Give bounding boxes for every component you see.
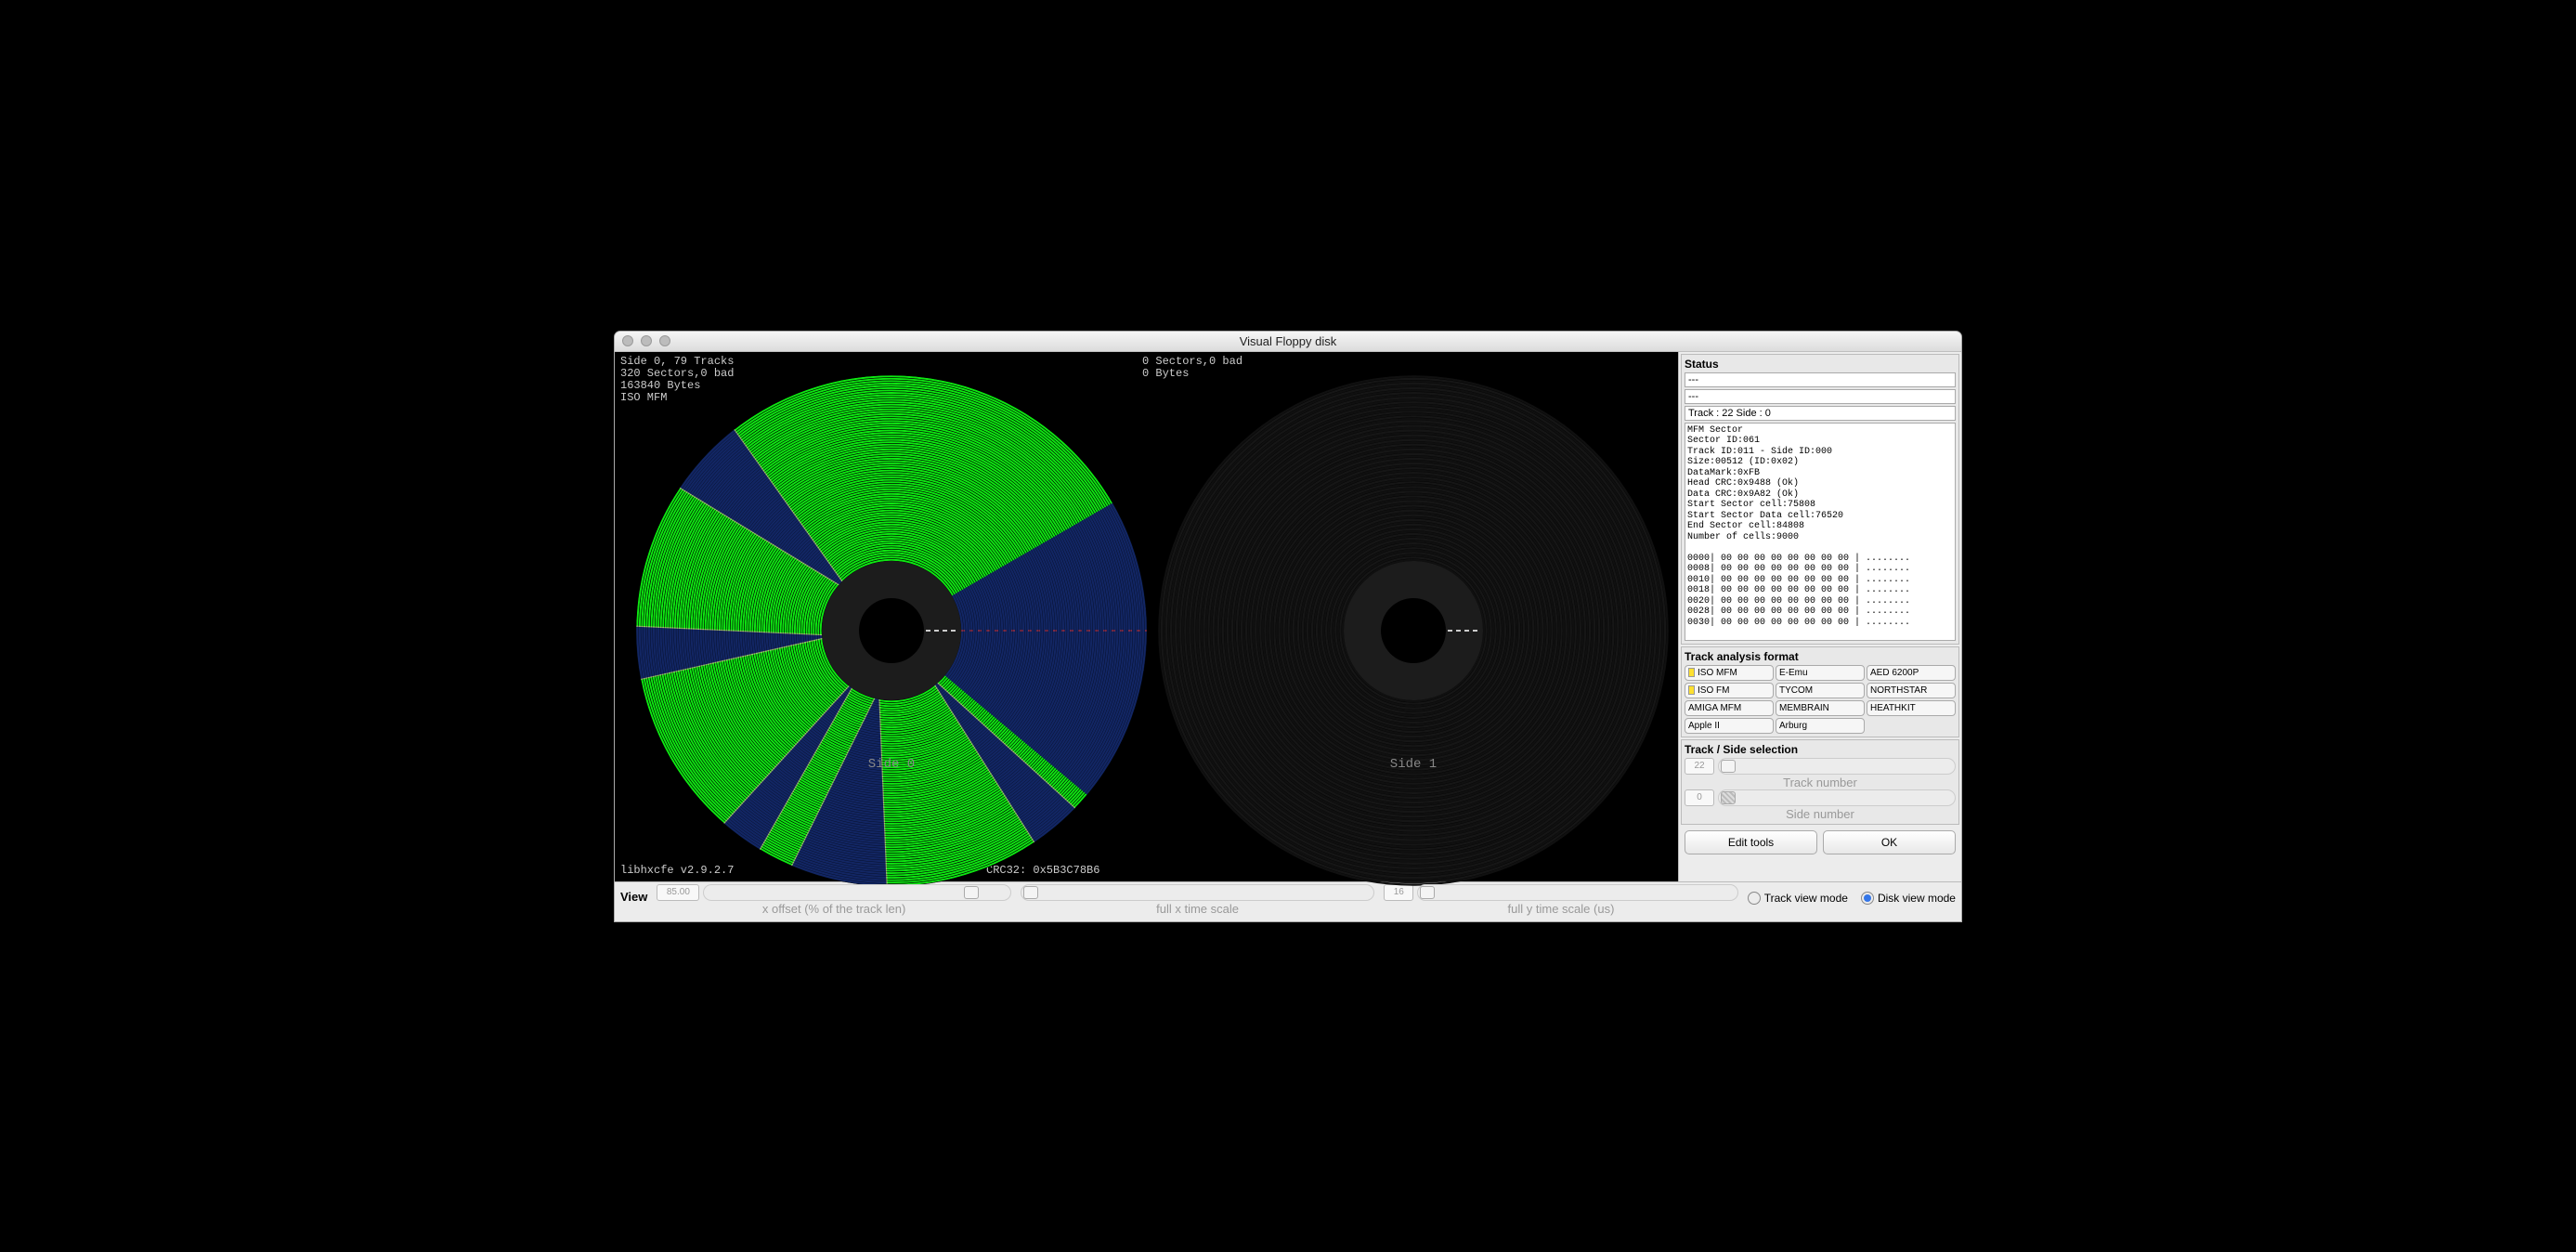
- side0-label: Side 0: [868, 757, 915, 772]
- track-selection-group: Track / Side selection Track number Side…: [1681, 739, 1959, 825]
- format-amiga-mfm[interactable]: AMIGA MFM: [1685, 700, 1774, 716]
- content-area: Side 0, 79 Tracks 320 Sectors,0 bad 1638…: [615, 352, 1961, 881]
- minimize-icon[interactable]: [641, 335, 652, 346]
- format-membrain[interactable]: MEMBRAIN: [1776, 700, 1865, 716]
- ok-button[interactable]: OK: [1823, 830, 1956, 854]
- track-slider-label: Track number: [1685, 776, 1956, 789]
- x-scale-slider[interactable]: [1021, 884, 1374, 901]
- track-sel-title: Track / Side selection: [1685, 743, 1956, 756]
- status-group: Status --- --- Track : 22 Side : 0 MFM S…: [1681, 354, 1959, 645]
- close-icon[interactable]: [622, 335, 633, 346]
- format-title: Track analysis format: [1685, 650, 1956, 663]
- format-iso-fm[interactable]: ISO FM: [1685, 683, 1774, 698]
- side-panel: Status --- --- Track : 22 Side : 0 MFM S…: [1678, 352, 1961, 881]
- track-value[interactable]: [1685, 758, 1714, 775]
- x-offset-label: x offset (% of the track len): [657, 902, 1010, 916]
- window-controls: [615, 335, 670, 346]
- format-aed-6200p[interactable]: AED 6200P: [1867, 665, 1956, 681]
- format-heathkit[interactable]: HEATHKIT: [1867, 700, 1956, 716]
- format-group: Track analysis format ISO MFME-EmuAED 62…: [1681, 646, 1959, 737]
- track-view-radio[interactable]: Track view mode: [1748, 892, 1848, 905]
- titlebar: Visual Floppy disk: [615, 332, 1961, 352]
- view-bar: View x offset (% of the track len) full …: [615, 881, 1961, 921]
- format-iso-mfm[interactable]: ISO MFM: [1685, 665, 1774, 681]
- y-scale-slider[interactable]: [1417, 884, 1737, 901]
- side-slider[interactable]: [1718, 789, 1956, 806]
- edit-tools-button[interactable]: Edit tools: [1685, 830, 1817, 854]
- disk-visualization[interactable]: Side 0, 79 Tracks 320 Sectors,0 bad 1638…: [615, 352, 1678, 881]
- x-scale-label: full x time scale: [1021, 902, 1374, 916]
- status-line1: ---: [1685, 372, 1956, 387]
- status-line2: ---: [1685, 389, 1956, 404]
- zoom-icon[interactable]: [659, 335, 670, 346]
- button-row: Edit tools OK: [1681, 827, 1959, 858]
- status-title: Status: [1685, 358, 1956, 371]
- y-scale-label: full y time scale (us): [1384, 902, 1737, 916]
- track-slider[interactable]: [1718, 758, 1956, 775]
- side-value[interactable]: [1685, 789, 1714, 806]
- hex-dump[interactable]: MFM Sector Sector ID:061 Track ID:011 - …: [1685, 423, 1956, 641]
- format-northstar[interactable]: NORTHSTAR: [1867, 683, 1956, 698]
- x-offset-slider[interactable]: [703, 884, 1010, 901]
- disc-side0[interactable]: Side 0: [622, 361, 1161, 900]
- view-mode-radios: Track view mode Disk view mode: [1748, 884, 1956, 905]
- format-apple-ii[interactable]: Apple II: [1685, 718, 1774, 734]
- side-slider-label: Side number: [1685, 807, 1956, 821]
- format-arburg[interactable]: Arburg: [1776, 718, 1865, 734]
- disk-view-radio[interactable]: Disk view mode: [1861, 892, 1956, 905]
- side1-label: Side 1: [1390, 757, 1437, 772]
- disc-side1[interactable]: Side 1: [1144, 361, 1683, 900]
- window-title: Visual Floppy disk: [615, 334, 1961, 348]
- status-track-side: Track : 22 Side : 0: [1685, 406, 1956, 421]
- format-e-emu[interactable]: E-Emu: [1776, 665, 1865, 681]
- format-tycom[interactable]: TYCOM: [1776, 683, 1865, 698]
- app-window: Visual Floppy disk Side 0, 79 Tracks 320…: [615, 332, 1961, 921]
